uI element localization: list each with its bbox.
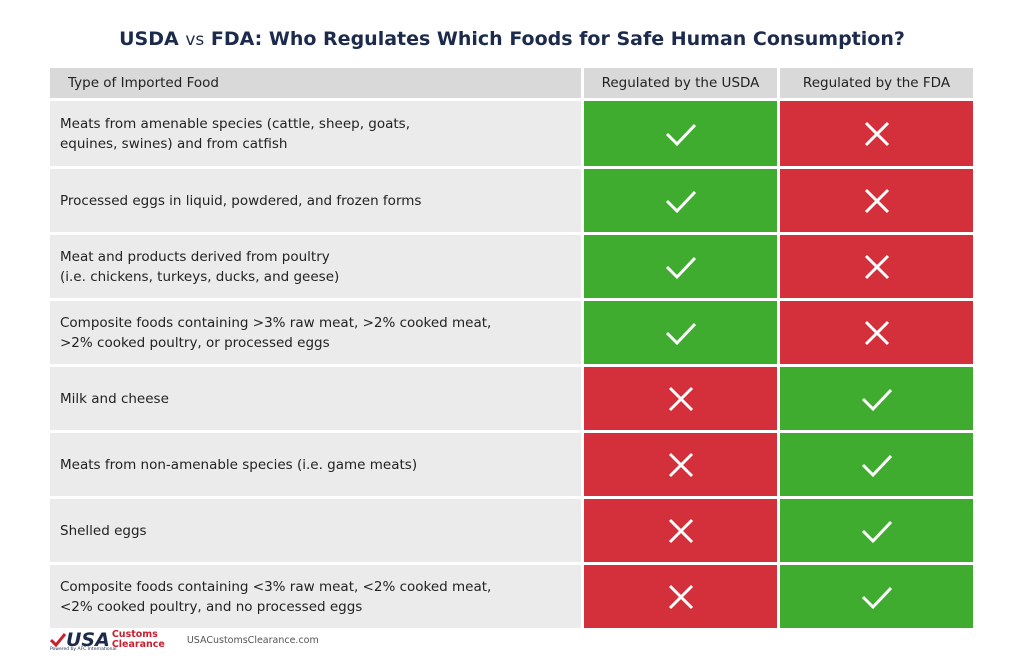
logo-check: [50, 633, 66, 647]
fda-cell: [780, 169, 973, 232]
cross-icon: [864, 254, 889, 279]
check-icon: [665, 322, 696, 345]
title-right: FDA: Who Regulates Which Foods for Safe …: [210, 28, 905, 50]
usda-cell: [584, 565, 777, 628]
food-cell: Shelled eggs: [50, 499, 581, 562]
usda-cell: [584, 433, 777, 496]
cross-icon: [864, 320, 889, 345]
usda-cell: [584, 235, 777, 298]
usda-cell: [584, 367, 777, 430]
footer: USA Customs Clearance Powered by AFC Inte…: [50, 628, 319, 652]
food-cell: Meats from amenable species (cattle, she…: [50, 101, 581, 166]
food-cell: Composite foods containing >3% raw meat,…: [50, 301, 581, 364]
header-cell: Regulated by the FDA: [780, 68, 973, 98]
logo-main: USA: [66, 629, 110, 651]
cross-icon: [668, 584, 693, 609]
title: USDA vs FDA: Who Regulates Which Foods f…: [0, 28, 1024, 50]
logo: USA Customs Clearance Powered by AFC Inte…: [50, 629, 165, 652]
fda-cell: [780, 433, 973, 496]
check-icon: [861, 586, 892, 609]
fda-cell: [780, 499, 973, 562]
food-cell: Processed eggs in liquid, powdered, and …: [50, 169, 581, 232]
cross-icon: [668, 518, 693, 543]
check-icon: [861, 388, 892, 411]
cross-icon: [668, 452, 693, 477]
header-cell: Type of Imported Food: [50, 68, 581, 98]
table: Type of Imported Food Regulated by the US…: [50, 68, 973, 628]
fda-cell: [780, 367, 973, 430]
food-cell: Meat and products derived from poultry (…: [50, 235, 581, 298]
check-icon: [665, 256, 696, 279]
usda-cell: [584, 301, 777, 364]
title-vs: vs: [185, 30, 205, 50]
cross-icon: [864, 188, 889, 213]
website: USACustomsClearance.com: [186, 634, 319, 646]
logo-sub: Customs Clearance: [112, 630, 165, 650]
check-icon: [665, 123, 696, 146]
check-icon: [665, 190, 696, 213]
fda-cell: [780, 301, 973, 364]
check-icon: [861, 520, 892, 543]
title-left: USDA: [119, 28, 179, 50]
header-cell: Regulated by the USDA: [584, 68, 777, 98]
food-cell: Composite foods containing <3% raw meat,…: [50, 565, 581, 628]
check-icon: [861, 454, 892, 477]
food-cell: Meats from non-amenable species (i.e. ga…: [50, 433, 581, 496]
logo-line1: Customs: [111, 629, 158, 640]
logo-line2: Clearance: [111, 639, 165, 650]
food-cell: Milk and cheese: [50, 367, 581, 430]
cross-icon: [864, 121, 889, 146]
usda-cell: [584, 169, 777, 232]
fda-cell: [780, 565, 973, 628]
cross-icon: [668, 386, 693, 411]
usda-cell: [584, 101, 777, 166]
usda-cell: [584, 499, 777, 562]
fda-cell: [780, 235, 973, 298]
logo-tagline: Powered by AFC International: [50, 647, 117, 652]
fda-cell: [780, 101, 973, 166]
